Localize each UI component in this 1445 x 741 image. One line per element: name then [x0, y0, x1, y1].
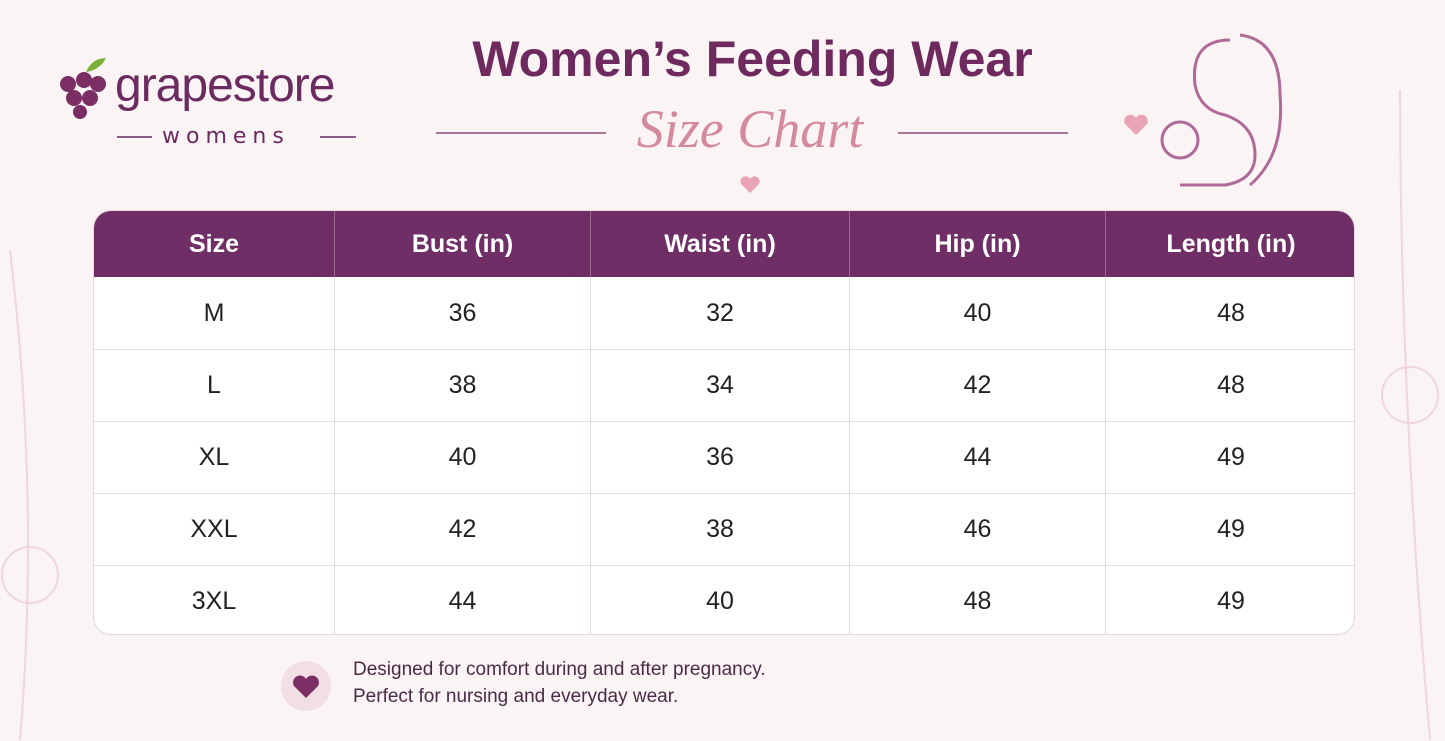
measure-cell: 38 [334, 349, 590, 421]
measure-cell: 44 [849, 421, 1105, 493]
size-cell: L [94, 349, 334, 421]
measure-cell: 49 [1105, 493, 1354, 565]
measure-cell: 34 [590, 349, 849, 421]
column-header: Length (in) [1105, 211, 1354, 277]
measure-cell: 42 [849, 349, 1105, 421]
column-header: Bust (in) [334, 211, 590, 277]
size-cell: 3XL [94, 565, 334, 634]
measure-cell: 40 [590, 565, 849, 634]
size-cell: M [203, 298, 225, 327]
measure-cell: 40 [849, 277, 1105, 349]
measure-cell: 49 [1105, 421, 1354, 493]
measure-cell: 49 [1105, 565, 1354, 634]
measure-cell: 40 [334, 421, 590, 493]
measure-cell: 32 [590, 277, 849, 349]
measure-cell: 46 [849, 493, 1105, 565]
measure-cell: 48 [1105, 349, 1354, 421]
measure-cell: 44 [334, 565, 590, 634]
brand-sub: womens [162, 124, 290, 149]
measure-cell: 48 [1105, 277, 1354, 349]
measure-cell: 48 [849, 565, 1105, 634]
column-header: Waist (in) [590, 211, 849, 277]
column-header: Size [94, 211, 334, 277]
size-cell: XXL [94, 493, 334, 565]
measure-cell: 42 [334, 493, 590, 565]
footer-line: Perfect for nursing and everyday wear. [353, 686, 679, 707]
brand-name: grapestore [115, 59, 335, 112]
subtitle: Size Chart [636, 99, 864, 159]
measure-cell: 36 [334, 277, 590, 349]
measure-cell: 36 [590, 421, 849, 493]
measure-cell: 38 [590, 493, 849, 565]
footer-line: Designed for comfort during and after pr… [353, 659, 766, 680]
column-header: Hip (in) [849, 211, 1105, 277]
size-cell: XL [94, 421, 334, 493]
size-table: Size Bust (in) Waist (in) Hip (in) Length (i… [93, 210, 1355, 635]
title: Women’s Feeding Wear [472, 31, 1033, 87]
